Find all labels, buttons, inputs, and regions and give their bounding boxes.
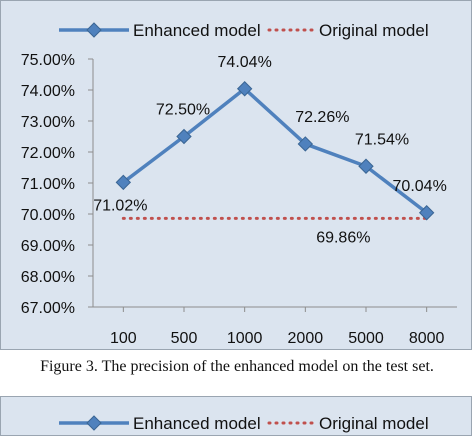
y-tick-label: 73.00% <box>21 114 75 131</box>
x-tick-label: 1000 <box>227 330 263 347</box>
data-point-enhanced-model <box>297 136 314 152</box>
figure-caption: Figure 3. The precision of the enhanced … <box>40 358 434 375</box>
y-tick-label: 69.00% <box>21 238 75 255</box>
data-point-enhanced-model <box>358 158 374 174</box>
chart-series <box>115 81 435 221</box>
legend-label-original-model: Original model <box>319 21 429 40</box>
data-point-enhanced-model <box>115 174 132 191</box>
x-tick-label: 2000 <box>288 330 324 347</box>
y-tick-label: 72.00% <box>21 145 75 162</box>
y-tick-label: 67.00% <box>21 300 75 317</box>
legend-marker-enhanced-model <box>86 22 102 38</box>
data-label-enhanced-model: 72.26% <box>295 109 349 126</box>
second-chart-panel: Enhanced model Original model <box>0 396 472 436</box>
chart-data-labels: 71.02% 72.50% 74.04% 72.26% 71.54% 70.04% 69.8… <box>93 54 447 247</box>
data-label-original-model: 69.86% <box>316 229 370 246</box>
chart-panel: Enhanced model Original model 67.00% 68.00… <box>0 0 472 350</box>
y-tick-label: 74.00% <box>21 83 75 100</box>
legend-label-original-model: Original model <box>319 414 429 433</box>
data-point-enhanced-model <box>418 205 435 221</box>
chart-axes: 67.00% 68.00% 69.00% 70.00% 71.00% 72.00% 73.0… <box>21 52 457 347</box>
chart-legend: Enhanced model Original model <box>59 21 429 40</box>
data-point-enhanced-model <box>176 128 192 145</box>
line-chart: Enhanced model Original model 67.00% 68.00… <box>21 21 457 347</box>
y-tick-label: 71.00% <box>21 176 75 193</box>
y-tick-label: 75.00% <box>21 52 75 69</box>
legend-label-enhanced-model: Enhanced model <box>133 21 261 40</box>
legend-label-enhanced-model: Enhanced model <box>133 414 261 433</box>
data-label-enhanced-model: 71.02% <box>93 197 147 214</box>
data-label-enhanced-model: 70.04% <box>393 178 447 195</box>
y-tick-label: 68.00% <box>21 269 75 286</box>
x-tick-label: 8000 <box>409 330 445 347</box>
series-line-enhanced-model <box>122 87 428 215</box>
legend-marker-enhanced-model <box>86 415 102 431</box>
second-chart-legend: Enhanced model Original model <box>59 414 429 433</box>
data-label-enhanced-model: 72.50% <box>156 102 210 119</box>
y-tick-label: 70.00% <box>21 207 75 224</box>
data-label-enhanced-model: 74.04% <box>218 54 272 71</box>
data-point-enhanced-model <box>236 81 253 97</box>
data-label-enhanced-model: 71.54% <box>355 131 409 148</box>
x-tick-label: 500 <box>171 330 198 347</box>
x-tick-label: 100 <box>110 330 137 347</box>
x-tick-label: 5000 <box>348 330 384 347</box>
